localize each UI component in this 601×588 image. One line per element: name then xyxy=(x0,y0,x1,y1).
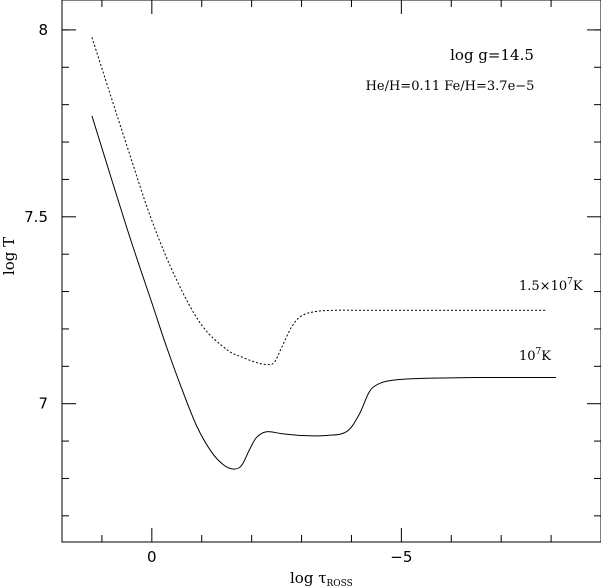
x-axis-label-main: log τ xyxy=(290,569,327,587)
x-axis-label-sub: ROSS xyxy=(327,579,353,588)
series-label-1e7K-exp: 7 xyxy=(536,347,542,357)
series-label-1e7K-unit: K xyxy=(541,349,551,364)
annotation-logg: log g=14.5 xyxy=(450,46,534,64)
y-axis-label: log T xyxy=(0,237,18,275)
x-axis-label: log τROSS xyxy=(290,569,353,588)
plot-frame xyxy=(61,0,601,543)
series-layer xyxy=(91,37,557,470)
series-label-1e7K-base: 10 xyxy=(519,349,536,364)
series-label-1.5e7K-unit: K xyxy=(573,279,583,294)
y-tick-label: 7.5 xyxy=(24,208,48,226)
y-tick-label: 7 xyxy=(38,395,48,413)
series-line-solid xyxy=(91,115,557,470)
series-label-1e7K: 107K xyxy=(519,347,551,364)
series-label-1.5e7K-exp: 7 xyxy=(567,277,573,287)
tick-marks xyxy=(62,0,601,542)
series-label-1.5e7K: 1.5×107K xyxy=(519,277,583,294)
y-tick-label: 8 xyxy=(38,21,48,39)
annotation-abundance: He/H=0.11 Fe/H=3.7e−5 xyxy=(366,79,535,94)
x-tick-label: 0 xyxy=(147,548,157,566)
series-line-dotted xyxy=(91,37,547,366)
tick-labels: 0 −5 7 7.5 8 xyxy=(24,21,412,566)
series-label-1.5e7K-base: 1.5×10 xyxy=(519,279,567,294)
x-tick-label: −5 xyxy=(390,548,412,566)
